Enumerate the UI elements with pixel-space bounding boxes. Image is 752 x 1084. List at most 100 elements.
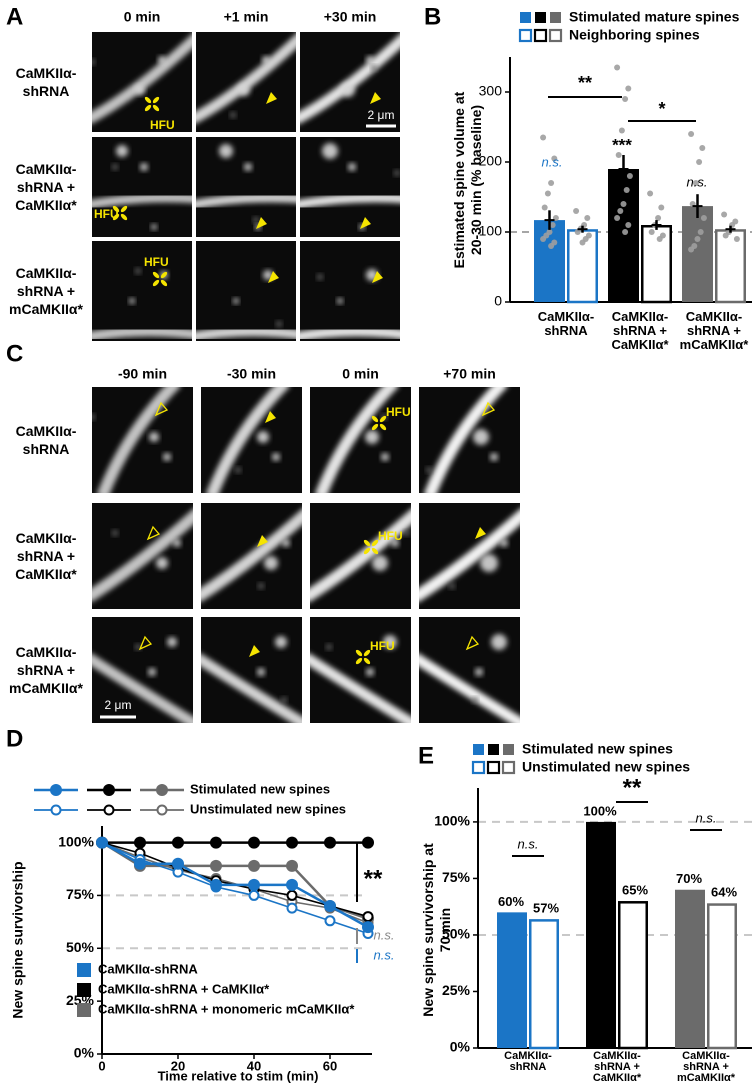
spine [275, 636, 287, 648]
bar [675, 889, 705, 1048]
x-tick-label: 60 [323, 1058, 337, 1073]
stim-marker [363, 657, 371, 665]
series-marker [286, 902, 298, 914]
series-line [101, 841, 369, 920]
legend-marker [156, 804, 168, 816]
legend-marker [50, 804, 62, 816]
data-point [699, 145, 706, 151]
significance-label: n.s. [518, 836, 539, 851]
data-point [620, 201, 627, 207]
dendrite [206, 387, 290, 493]
series-marker [286, 878, 298, 891]
noise [371, 65, 377, 71]
stim-marker [363, 539, 371, 547]
column-header: +1 min [224, 9, 269, 25]
row-label: CaMKIIα-shRNA + CaMKIIα* [15, 161, 77, 213]
dendrite [92, 193, 192, 209]
row-label: CaMKIIα-shRNA + mCaMKIIα* [9, 265, 83, 317]
spine [257, 668, 265, 676]
data-point [614, 215, 621, 221]
dendrite [300, 326, 400, 341]
dendrite [201, 509, 302, 602]
y-axis-label: New spine survivorship at 70 min [420, 843, 453, 1017]
spine [473, 429, 489, 445]
spine [381, 453, 389, 461]
row-label: CaMKIIα-shRNA + CaMKIIα* [15, 530, 77, 582]
stim-marker [144, 96, 152, 104]
stim-marker [363, 649, 371, 657]
dendrite [300, 193, 400, 209]
data-point [692, 180, 699, 186]
spine [365, 430, 379, 444]
legend-label: CaMKIIα-shRNA + CaMKIIα* [98, 981, 270, 996]
stim-marker [371, 415, 379, 423]
legend-marker [103, 784, 115, 796]
legend-swatch [471, 760, 486, 775]
legend-swatch [550, 12, 561, 23]
legend-label: Unstimulated new spines [190, 801, 346, 816]
micrograph [419, 503, 520, 609]
spine [173, 539, 181, 547]
bar [586, 821, 616, 1048]
legend-swatch [518, 28, 533, 43]
spine [244, 163, 252, 171]
panel-label: C [6, 340, 23, 367]
x-tick-label: CaMKIIα-shRNA [537, 309, 595, 338]
stim-marker [160, 279, 168, 287]
legend-swatch [533, 28, 548, 43]
bar [608, 169, 639, 302]
micrograph: 2 μm [300, 32, 400, 132]
bar [497, 912, 527, 1048]
spine [322, 143, 338, 159]
significance-label: n.s. [542, 154, 563, 169]
arrowhead [249, 645, 260, 657]
y-tick-label: 100% [434, 813, 470, 829]
y-tick-label: 50% [442, 926, 471, 942]
x-tick-label: 0 [98, 1058, 105, 1073]
arrowhead [266, 92, 277, 104]
stim-marker [371, 547, 379, 555]
noise [135, 644, 141, 650]
data-point [551, 155, 558, 162]
stim-marker [144, 104, 152, 112]
noise [449, 583, 455, 589]
arrowhead [372, 271, 383, 283]
stim-label: HFU [378, 529, 403, 543]
legend-marker [103, 804, 115, 816]
micrograph: 2 μm [92, 617, 193, 723]
stim-marker [120, 213, 128, 221]
series-line [101, 841, 369, 929]
spine [500, 539, 508, 547]
panel-label: D [6, 725, 23, 752]
noise [326, 644, 332, 650]
value-label: 70% [676, 871, 702, 886]
series-line [101, 841, 369, 935]
series-marker [134, 857, 146, 870]
series-marker [96, 836, 108, 849]
spine [233, 298, 239, 304]
series-marker [362, 911, 374, 923]
noise [92, 59, 95, 65]
series-marker [172, 836, 184, 849]
significance-label: ** [578, 73, 592, 93]
spine [337, 298, 343, 304]
noise [394, 170, 400, 176]
y-tick-label: 300 [479, 83, 503, 99]
micrograph [419, 617, 520, 723]
data-point [540, 236, 547, 242]
micrograph: HFU [92, 241, 192, 341]
y-tick-label: 200 [479, 153, 503, 169]
data-point [721, 211, 728, 218]
spine [156, 557, 168, 569]
stim-marker [152, 104, 160, 112]
spine [148, 668, 156, 676]
legend-label: Stimulated new spines [522, 741, 673, 757]
stim-marker [379, 423, 387, 431]
micrograph [201, 503, 302, 609]
y-tick-label: 50% [66, 939, 95, 955]
stim-marker [152, 279, 160, 287]
value-label: 65% [622, 882, 648, 897]
y-tick-label: 75% [66, 886, 95, 902]
x-tick-label: CaMKIIα-shRNA + CaMKIIα* [611, 309, 669, 352]
bar [707, 903, 737, 1050]
